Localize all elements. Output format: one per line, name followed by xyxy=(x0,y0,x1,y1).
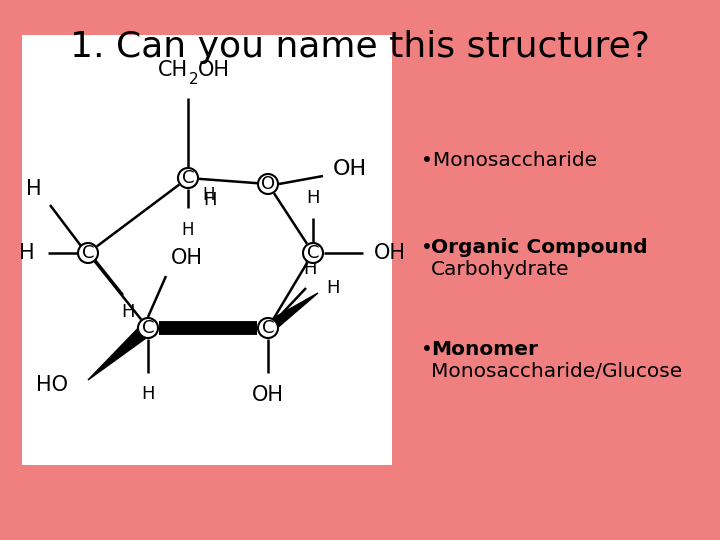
Text: C: C xyxy=(181,169,194,187)
Text: Monomer: Monomer xyxy=(431,340,539,359)
Text: C: C xyxy=(262,319,274,337)
Text: •: • xyxy=(421,238,433,256)
FancyBboxPatch shape xyxy=(22,35,392,465)
Text: OH: OH xyxy=(198,60,230,80)
Polygon shape xyxy=(88,323,153,380)
Text: Monosaccharide/Glucose: Monosaccharide/Glucose xyxy=(431,362,683,381)
Text: H: H xyxy=(141,385,155,403)
Text: C: C xyxy=(142,319,154,337)
Text: OH: OH xyxy=(374,243,406,263)
Circle shape xyxy=(258,174,278,194)
Circle shape xyxy=(178,168,198,188)
Text: C: C xyxy=(307,244,319,262)
Text: CH: CH xyxy=(158,60,188,80)
Circle shape xyxy=(303,243,323,263)
Text: OH: OH xyxy=(333,159,367,179)
Text: H: H xyxy=(27,179,42,199)
Text: H: H xyxy=(19,243,35,263)
Text: H: H xyxy=(202,186,215,204)
Text: C: C xyxy=(82,244,94,262)
Text: OH: OH xyxy=(252,385,284,405)
Text: H: H xyxy=(121,303,135,321)
Text: HO: HO xyxy=(36,375,68,395)
Text: Carbohydrate: Carbohydrate xyxy=(431,260,570,279)
Text: H: H xyxy=(181,221,194,239)
Circle shape xyxy=(78,243,98,263)
Text: H: H xyxy=(303,260,317,278)
Text: Organic Compound: Organic Compound xyxy=(431,238,648,256)
Text: H: H xyxy=(203,191,217,209)
Text: :: : xyxy=(566,238,573,256)
Text: 2: 2 xyxy=(189,72,199,87)
Text: H: H xyxy=(326,279,340,297)
Circle shape xyxy=(138,318,158,338)
Text: O: O xyxy=(261,175,275,193)
Circle shape xyxy=(258,318,278,338)
Text: H: H xyxy=(306,189,320,207)
Polygon shape xyxy=(264,293,318,333)
Text: :: : xyxy=(506,340,513,359)
Text: OH: OH xyxy=(171,248,203,268)
Text: •Monosaccharide: •Monosaccharide xyxy=(421,151,598,170)
Text: 1. Can you name this structure?: 1. Can you name this structure? xyxy=(70,30,650,64)
Text: •: • xyxy=(421,340,433,359)
